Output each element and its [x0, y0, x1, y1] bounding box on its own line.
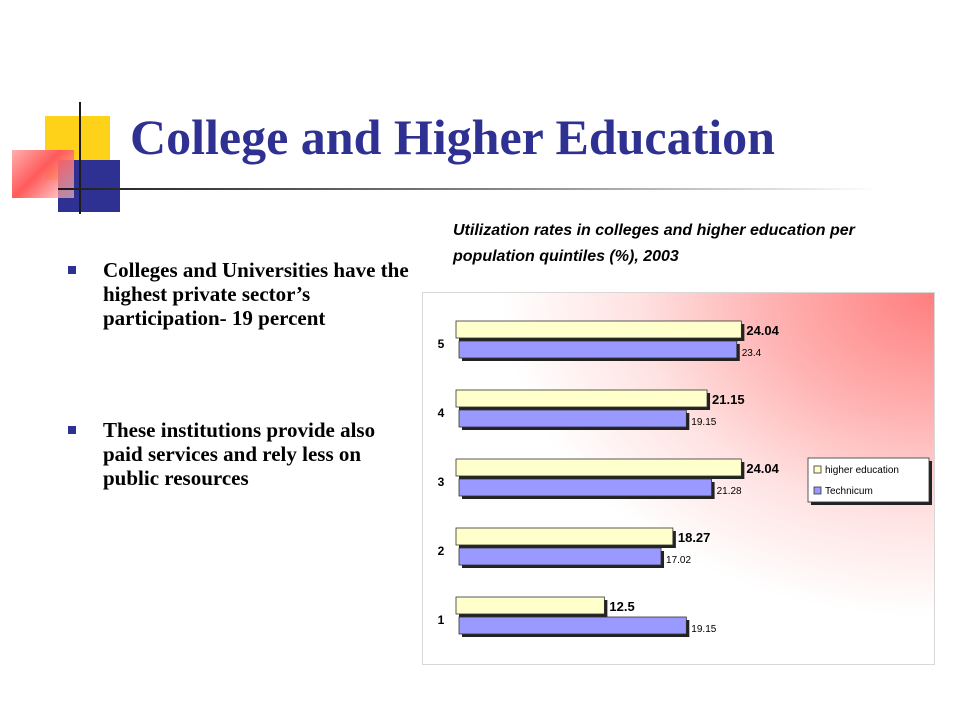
bar-higher-education — [455, 389, 708, 408]
data-label: 19.15 — [691, 417, 716, 428]
data-label: 24.04 — [746, 323, 779, 338]
slide-title: College and Higher Education — [130, 109, 775, 165]
bar-higher-education — [455, 527, 674, 546]
data-label: 23.4 — [742, 348, 762, 359]
bullet-marker — [68, 426, 76, 434]
legend-label: Technicum — [825, 486, 873, 497]
bar-higher-education — [455, 458, 742, 477]
y-tick-label: 1 — [438, 613, 445, 627]
y-tick-label: 2 — [438, 544, 445, 558]
chart-area: 5 24.04 23.4 4 21.15 19.15 3 24.04 21.28 2 18.27 17… — [422, 292, 935, 665]
bullet-text: These institutions provide also paid ser… — [103, 418, 376, 490]
legend-swatch — [813, 465, 822, 474]
bullet-item: These institutions provide also paid ser… — [62, 418, 412, 490]
legend-swatch — [813, 486, 822, 495]
bullet-item: Colleges and Universities have the highe… — [62, 258, 412, 330]
data-label: 12.5 — [609, 599, 634, 614]
bar-higher-education — [455, 320, 742, 339]
data-label: 21.15 — [712, 392, 745, 407]
y-tick-label: 5 — [438, 337, 445, 351]
data-label: 19.15 — [691, 624, 716, 635]
bar-technicum — [458, 409, 687, 428]
bar-technicum — [458, 340, 738, 359]
deco-vertical-line — [79, 102, 81, 214]
bullet-marker — [68, 266, 76, 274]
y-tick-label: 3 — [438, 475, 445, 489]
bullet-text: Colleges and Universities have the highe… — [103, 258, 409, 330]
deco-red-square — [12, 150, 74, 198]
bar-technicum — [458, 478, 712, 497]
data-label: 17.02 — [666, 555, 691, 566]
bullet-list: Colleges and Universities have the highe… — [62, 258, 412, 490]
bar-technicum — [458, 616, 687, 635]
legend-box — [807, 457, 930, 503]
title-underline — [58, 188, 878, 190]
data-label: 18.27 — [678, 530, 711, 545]
chart-caption: Utilization rates in colleges and higher… — [453, 222, 855, 265]
data-label: 24.04 — [746, 461, 779, 476]
y-tick-label: 4 — [438, 406, 445, 420]
bar-chart: 5 24.04 23.4 4 21.15 19.15 3 24.04 21.28 2 18.27 17… — [438, 320, 932, 637]
legend-label: higher education — [825, 465, 899, 476]
data-label: 21.28 — [717, 486, 742, 497]
bar-higher-education — [455, 596, 605, 615]
bar-technicum — [458, 547, 662, 566]
